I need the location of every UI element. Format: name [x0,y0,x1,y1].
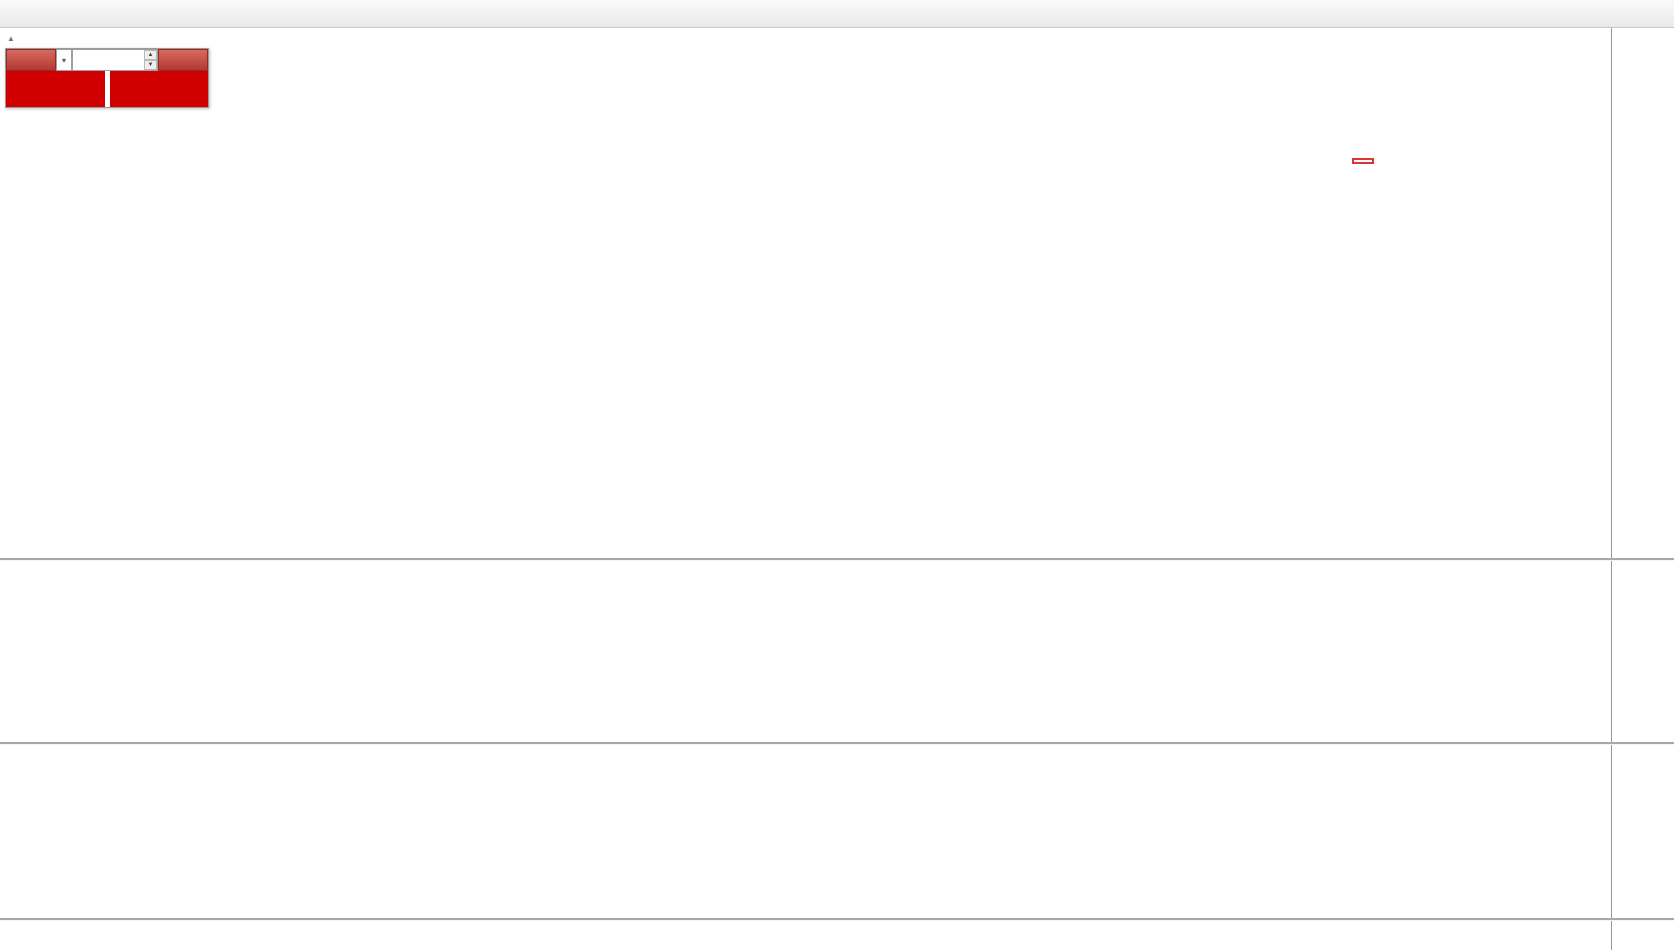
symbol-marker-icon: ▲ [7,34,15,43]
price-callout-label[interactable] [1352,158,1374,164]
price-panel[interactable] [0,28,1612,558]
one-click-trading-panel: ▾ ▲ ▼ [5,48,209,108]
volume-down-button[interactable]: ▼ [144,60,157,70]
rsi-panel[interactable] [0,744,1612,918]
symbol-info: ▲ [7,32,18,44]
macd-panel[interactable] [0,560,1612,742]
volume-spinner: ▲ ▼ [144,50,157,70]
sell-price[interactable] [6,71,105,107]
chart-area[interactable]: ▲ ▾ ▲ ▼ [0,28,1612,950]
panel-separator[interactable] [0,558,1674,561]
volume-dropdown-button[interactable]: ▾ [56,49,72,71]
volume-up-button[interactable]: ▲ [144,50,157,60]
volume-input[interactable] [73,50,144,70]
price-scale[interactable] [1611,28,1674,950]
panel-separator[interactable] [0,742,1674,745]
panel-separator[interactable] [0,918,1674,921]
volume-input-wrap: ▲ ▼ [72,49,158,71]
buy-price[interactable] [109,71,208,107]
toolbar [0,0,1674,28]
time-scale[interactable] [0,920,1612,950]
buy-button[interactable] [158,49,208,71]
spread-gap [104,71,110,107]
sell-button[interactable] [6,49,56,71]
